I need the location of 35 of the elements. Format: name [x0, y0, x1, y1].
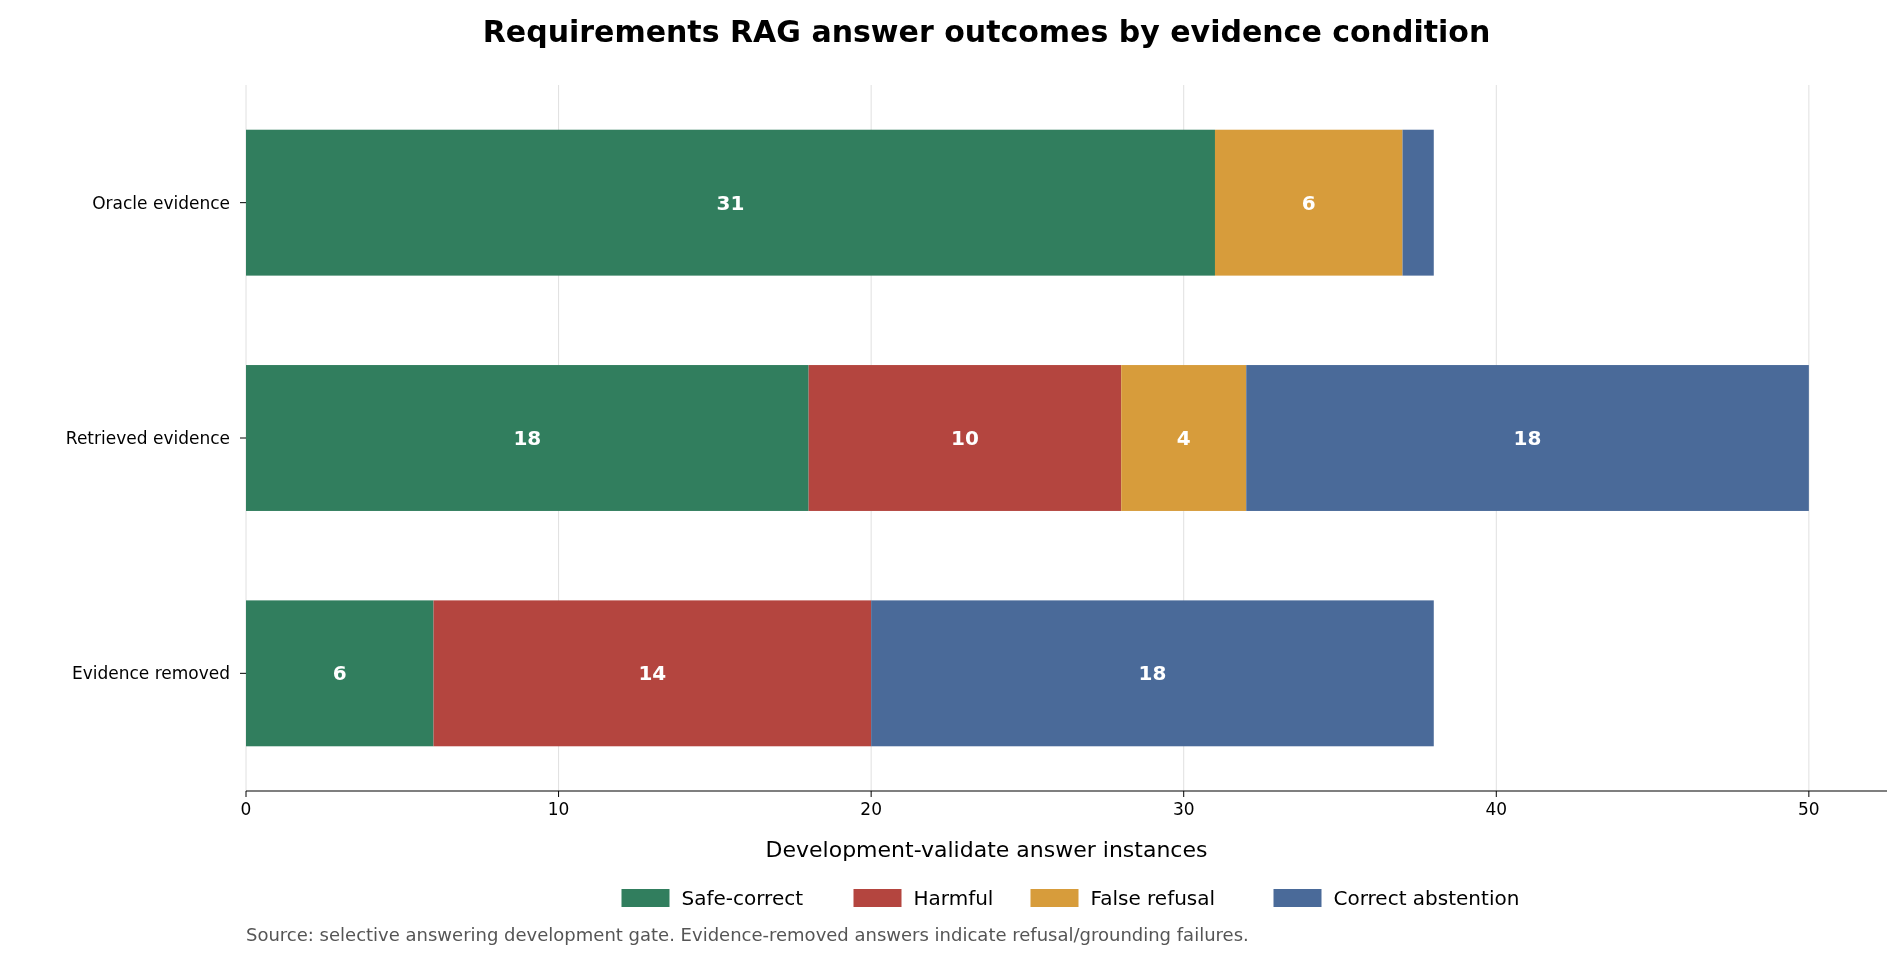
bar [246, 600, 434, 747]
x-tick-label: 40 [1485, 799, 1508, 819]
x-axis-title: Development-validate answer instances [765, 837, 1208, 862]
data-label: 18 [1138, 661, 1167, 686]
data-label: 4 [1176, 426, 1191, 450]
bar [871, 600, 1434, 747]
legend-label: Safe-correct [681, 886, 804, 910]
data-label: 31 [716, 190, 745, 215]
bar [246, 129, 1215, 276]
data-label: 18 [513, 426, 542, 450]
legend-label: Harmful [913, 886, 994, 910]
bar [1402, 129, 1434, 276]
bar [1214, 129, 1403, 276]
legend-label: Correct abstention [1333, 886, 1520, 910]
data-label: 6 [332, 661, 347, 686]
bar [433, 600, 872, 747]
legend-label: False refusal [1090, 886, 1216, 910]
y-tick-label: Evidence removed [71, 663, 230, 684]
chart-title: Requirements RAG answer outcomes by evidence condition [482, 14, 1491, 49]
bar [808, 365, 1122, 511]
x-tick-label: 0 [240, 799, 252, 819]
x-tick-label: 20 [860, 799, 882, 819]
data-label: 6 [1301, 190, 1316, 215]
bar [246, 365, 809, 511]
data-label: 10 [950, 426, 979, 450]
data-label: 14 [638, 661, 667, 686]
x-tick-label: 50 [1798, 799, 1820, 819]
y-tick-label: Retrieved evidence [65, 427, 230, 448]
data-label: 18 [1513, 426, 1542, 450]
y-tick-label: Oracle evidence [92, 192, 230, 213]
bar [1246, 365, 1809, 511]
bar [1121, 365, 1247, 511]
x-tick-label: 30 [1172, 799, 1195, 819]
x-tick-label: 10 [547, 799, 570, 819]
source-note: Source: selective answering development gate. Evidence-removed answers indicate refusal/grounding failures. [246, 924, 1249, 945]
